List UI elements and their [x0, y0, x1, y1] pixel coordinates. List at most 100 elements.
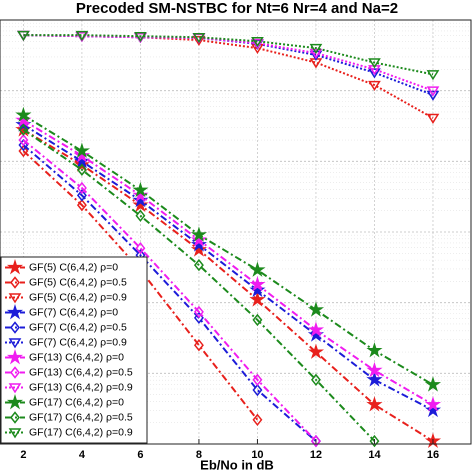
marker [369, 434, 380, 448]
marker [10, 276, 20, 289]
marker [307, 321, 325, 337]
marker [17, 30, 30, 42]
marker [193, 339, 204, 352]
marker [132, 186, 149, 203]
marker [310, 434, 321, 448]
marker [368, 80, 381, 91]
series-line [22, 128, 376, 442]
x-tick-label: 14 [368, 449, 381, 461]
marker [193, 305, 204, 319]
marker [249, 291, 266, 307]
marker [75, 30, 89, 42]
legend-label: GF(5) C(6,4,2) ρ=0.9 [29, 291, 127, 303]
marker [76, 181, 87, 195]
x-tick-label: 12 [310, 449, 322, 461]
series-line [22, 123, 434, 412]
marker [190, 236, 208, 252]
marker [309, 43, 323, 55]
marker [192, 35, 206, 46]
series-line [22, 144, 317, 442]
plot-frame [0, 19, 472, 445]
marker [8, 383, 22, 394]
marker [366, 396, 383, 412]
marker [251, 38, 264, 50]
marker [424, 401, 442, 418]
legend-label: GF(13) C(6,4,2) ρ=0.5 [29, 366, 133, 378]
legend-label: GF(13) C(6,4,2) ρ=0 [29, 351, 124, 363]
marker [252, 313, 263, 327]
marker [426, 113, 440, 124]
series-line [22, 128, 434, 442]
marker [310, 373, 321, 387]
series-line [22, 114, 434, 386]
x-tick-label: 4 [79, 449, 86, 461]
marker [6, 304, 24, 320]
legend-label: GF(7) C(6,4,2) ρ=0 [29, 306, 118, 318]
legend-box [0, 256, 148, 444]
series-line [22, 119, 434, 406]
chart-title: Precoded SM-NSTBC for Nt=6 Nr=4 and Na=2 [76, 0, 398, 17]
marker [76, 198, 87, 212]
marker [426, 90, 440, 101]
marker [8, 428, 22, 439]
marker [190, 231, 208, 247]
x-tick-label: 16 [427, 449, 439, 461]
marker [134, 31, 147, 43]
marker [252, 413, 263, 427]
marker [18, 144, 29, 158]
marker [192, 33, 206, 44]
legend-label: GF(7) C(6,4,2) ρ=0.9 [29, 336, 127, 348]
legend: GF(5) C(6,4,2) ρ=0 GF(5) C(6,4,2) ρ=0.5 GF… [0, 256, 148, 444]
marker [135, 241, 146, 255]
marker [15, 106, 32, 123]
marker [249, 261, 266, 277]
legend-label: GF(17) C(6,4,2) ρ=0.9 [29, 426, 133, 438]
marker [368, 58, 381, 69]
marker [307, 301, 325, 317]
marker [309, 48, 323, 60]
x-tick-label: 2 [20, 449, 26, 461]
marker [366, 361, 383, 378]
series-line [22, 139, 317, 442]
marker [8, 293, 22, 304]
marker [193, 258, 204, 272]
marker [251, 37, 264, 48]
marker [6, 259, 24, 275]
marker [73, 147, 90, 163]
marker [190, 241, 208, 257]
marker [307, 343, 325, 359]
marker [76, 189, 87, 202]
x-tick-label: 8 [196, 449, 202, 461]
marker [252, 373, 263, 387]
series-line [23, 34, 434, 92]
x-tick-label: 6 [137, 449, 143, 461]
x-tick-label: 10 [251, 449, 263, 461]
marker [135, 209, 146, 222]
legend-label: GF(7) C(6,4,2) ρ=0.5 [29, 321, 127, 333]
marker [132, 191, 149, 208]
series-line [23, 34, 434, 76]
legend-label: GF(13) C(6,4,2) ρ=0.9 [29, 381, 133, 393]
marker [424, 376, 442, 392]
marker [132, 196, 149, 213]
legend-label: GF(5) C(6,4,2) ρ=0 [29, 261, 118, 273]
marker [368, 68, 381, 79]
marker [18, 133, 29, 147]
marker [8, 338, 22, 349]
marker [76, 163, 87, 176]
legend-label: GF(17) C(6,4,2) ρ=0 [29, 396, 124, 408]
marker [10, 366, 20, 379]
marker [426, 86, 440, 97]
marker [10, 321, 20, 334]
marker [424, 396, 442, 412]
marker [252, 383, 263, 397]
marker [366, 371, 383, 387]
marker [426, 70, 440, 81]
marker [10, 411, 20, 424]
legend-label: GF(17) C(6,4,2) ρ=0.5 [29, 411, 133, 423]
marker [18, 123, 29, 136]
plot-lines [15, 30, 442, 448]
marker [249, 276, 266, 292]
marker [73, 142, 90, 158]
